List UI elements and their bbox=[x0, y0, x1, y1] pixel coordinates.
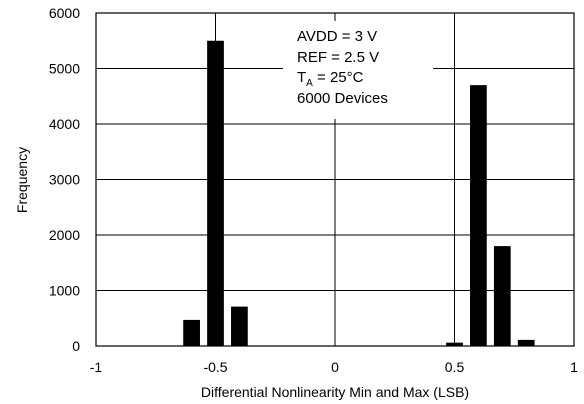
annotation-line-0: AVDD = 3 V bbox=[297, 28, 377, 45]
bar-4 bbox=[470, 85, 487, 347]
x-tick-label-0: -1 bbox=[90, 359, 103, 375]
y-tick-label-3: 3000 bbox=[49, 172, 80, 188]
bar-3 bbox=[446, 342, 463, 346]
y-tick-label-0: 0 bbox=[72, 338, 80, 354]
y-tick-label-1: 1000 bbox=[49, 283, 80, 299]
plot-frame bbox=[95, 12, 575, 347]
y-tick-label-2: 2000 bbox=[49, 227, 80, 243]
x-tick-labels: -1 -0.5 0 0.5 1 bbox=[90, 359, 578, 375]
x-tick-label-1: -0.5 bbox=[203, 359, 227, 375]
y-tick-label-5: 5000 bbox=[49, 61, 80, 77]
bar-0 bbox=[183, 319, 200, 346]
y-tick-labels: 0 1000 2000 3000 4000 5000 6000 bbox=[49, 5, 80, 354]
annotation-line-3: 6000 Devices bbox=[297, 90, 388, 107]
x-tick-label-2: 0 bbox=[331, 359, 339, 375]
annotation-line-2: TA = 25°C bbox=[297, 69, 364, 89]
y-tick-label-4: 4000 bbox=[49, 116, 80, 132]
bars bbox=[183, 40, 535, 347]
x-axis-title: Differential Nonlinearity Min and Max (L… bbox=[201, 384, 469, 400]
y-tick-label-6: 6000 bbox=[49, 5, 80, 21]
annotation-line-1: REF = 2.5 V bbox=[297, 49, 379, 66]
y-axis-title: Frequency bbox=[14, 147, 30, 213]
x-tick-label-3: 0.5 bbox=[445, 359, 465, 375]
bar-2 bbox=[231, 306, 248, 346]
annotation-background bbox=[283, 21, 433, 119]
x-tick-label-4: 1 bbox=[570, 359, 578, 375]
bar-5 bbox=[493, 246, 511, 346]
bar-1 bbox=[207, 40, 224, 346]
bar-6 bbox=[517, 339, 535, 346]
